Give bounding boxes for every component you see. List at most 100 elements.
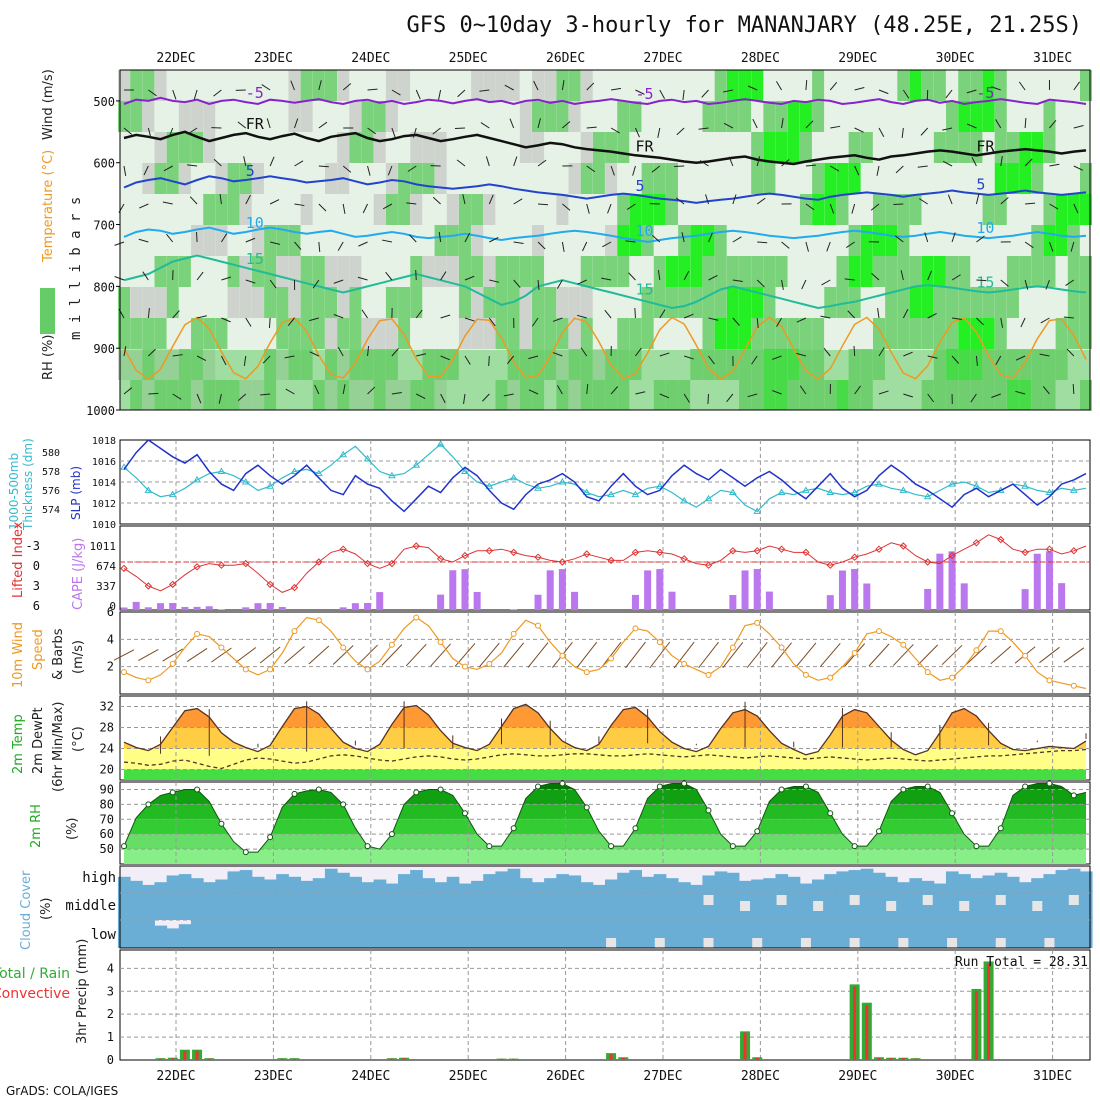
cloud-bar-low [568, 920, 582, 948]
rh-cell [239, 163, 252, 194]
rh-cell [227, 194, 240, 225]
wind-barb [635, 89, 645, 95]
rh-cell [203, 225, 216, 256]
rh-cell [605, 132, 618, 163]
rh-cell [714, 287, 727, 318]
wind-barb [878, 127, 885, 138]
cloud-bar-low [519, 920, 533, 948]
cloud-bar-middle [568, 893, 582, 920]
rh-cell [556, 287, 569, 318]
rh-cell [629, 101, 642, 132]
wind-barb [871, 272, 880, 281]
thickness-marker [582, 488, 591, 495]
li-marker [583, 550, 591, 558]
precip-conv-bar [609, 1054, 613, 1060]
li-marker [680, 555, 688, 563]
rh-cell [739, 101, 752, 132]
cloud-bar-high [751, 879, 764, 893]
cloud-bar-high [117, 876, 131, 893]
wind-barb [415, 309, 423, 319]
rh-cell [994, 194, 1007, 225]
thickness-marker [899, 486, 908, 493]
rh-cell [836, 256, 849, 287]
temp2m-panel: 32 28 24 20 2m Temp 2m DewPt (6hr Min/Max) (°C) [11, 695, 1091, 792]
cloud-bar-low [483, 920, 496, 948]
contour-15 [123, 254, 1087, 310]
cloud-bar-low [324, 920, 338, 948]
top-date-label: 25DEC [449, 51, 488, 66]
cloud-bar-middle [312, 893, 326, 920]
cloud-gap [959, 901, 970, 911]
footer-credit: GrADS: COLA/IGES [6, 1084, 118, 1098]
rh-cell [641, 225, 654, 256]
rh-cell [958, 70, 971, 101]
wind-barb [562, 203, 571, 211]
cloud-bar-middle [154, 893, 168, 920]
wind-speed-marker [315, 617, 322, 624]
precip-conv-bar [195, 1050, 199, 1060]
cloud-bar-middle [714, 893, 728, 920]
cloud-bar-middle [385, 893, 399, 920]
wind-barb [580, 347, 588, 357]
cloud-bar-high [288, 876, 302, 893]
wind-barb [367, 346, 370, 357]
rh-cell [532, 70, 545, 101]
cloud-bar-high [142, 884, 155, 893]
cloud-bar-middle [763, 893, 776, 920]
rh-cell [653, 163, 666, 194]
rh-cell [726, 70, 739, 101]
wind-speed-marker [121, 669, 127, 676]
wind-barb [682, 89, 685, 100]
pressure-tick: 1000 [86, 404, 115, 418]
wind-barb-10m [430, 643, 451, 667]
cloud-bar-low [836, 920, 850, 948]
rh-marker [997, 825, 1004, 832]
precip-conv-bar [621, 1057, 625, 1060]
wind-barb [438, 232, 442, 243]
wind-barb [196, 271, 204, 281]
wind-barb [479, 89, 490, 92]
cloud-gap [813, 901, 824, 911]
rh-cell [982, 70, 995, 101]
wind-barb [951, 317, 963, 320]
cloud-bar-middle [446, 893, 460, 920]
rh-cell [191, 132, 204, 163]
wind-barb [726, 393, 734, 403]
wind-speed-marker [900, 641, 907, 648]
thickness-marker [631, 490, 640, 498]
wind-barb [147, 308, 150, 319]
rh-cell [665, 256, 678, 287]
rh-cell [763, 132, 776, 163]
cloud-bar-high [361, 882, 375, 893]
wind-barb [878, 89, 889, 95]
cape-bar [571, 591, 579, 610]
rh-cell [946, 101, 959, 132]
rh-marker [778, 786, 785, 793]
panel-frame [119, 69, 1091, 411]
li-marker [704, 561, 713, 569]
wind-barb [901, 127, 904, 138]
rh-cell [702, 256, 715, 287]
li-marker [826, 561, 834, 569]
rh-cell [1043, 225, 1056, 256]
cloud-bar-middle [605, 893, 618, 920]
cloud-bar-low [227, 920, 241, 948]
cape-bar [120, 607, 128, 610]
rh-cell [215, 318, 228, 349]
wind-barb [1039, 353, 1050, 357]
wind-barb [406, 202, 417, 205]
cloud-bar-high [471, 880, 484, 893]
rh-cell [203, 318, 216, 349]
cloud-bar-middle [678, 893, 691, 920]
wind-barb [513, 198, 523, 205]
cape-bar [254, 603, 262, 610]
wind-barb [821, 279, 831, 286]
cloud-bar-low [982, 920, 996, 948]
cloud-bar-middle [653, 893, 667, 920]
cloud-level-label: high [82, 870, 116, 886]
slp-tick: 1012 [92, 499, 116, 510]
cape-bar [1045, 551, 1053, 610]
rh-cell [812, 163, 825, 194]
wind-barb [611, 87, 622, 91]
